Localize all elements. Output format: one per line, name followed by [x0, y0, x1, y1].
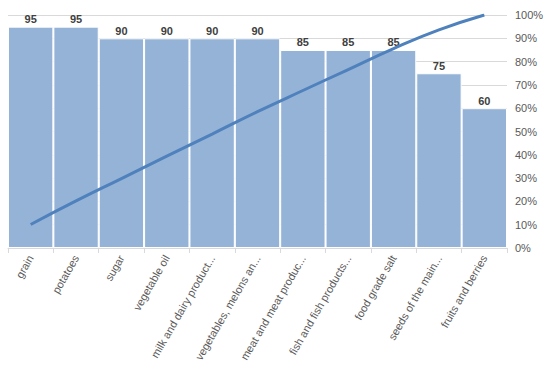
svg-text:60%: 60%: [515, 102, 537, 114]
svg-text:vegetables, melons an...: vegetables, melons an...: [192, 253, 263, 363]
svg-text:85: 85: [387, 36, 400, 49]
svg-text:90: 90: [115, 25, 127, 37]
svg-text:95: 95: [25, 13, 37, 25]
svg-text:90: 90: [161, 25, 173, 37]
svg-text:90%: 90%: [515, 32, 537, 44]
svg-text:food grade salt: food grade salt: [352, 253, 399, 322]
svg-text:milk and dairy product...: milk and dairy product...: [148, 253, 218, 360]
svg-text:90: 90: [206, 25, 218, 37]
svg-text:0%: 0%: [515, 242, 531, 254]
svg-text:85: 85: [342, 36, 354, 48]
svg-text:10%: 10%: [515, 219, 537, 231]
svg-text:90: 90: [251, 25, 263, 37]
svg-text:75: 75: [433, 60, 445, 72]
svg-text:grain: grain: [13, 253, 36, 280]
svg-text:50%: 50%: [515, 126, 537, 138]
svg-text:85: 85: [297, 36, 309, 48]
svg-text:vegetable oil: vegetable oil: [131, 253, 172, 312]
svg-text:70%: 70%: [515, 79, 537, 91]
svg-text:fruits and berries: fruits and berries: [438, 253, 490, 330]
svg-text:seeds of the main...: seeds of the main...: [386, 253, 444, 342]
svg-text:20%: 20%: [515, 195, 537, 207]
svg-text:80%: 80%: [515, 56, 537, 68]
svg-text:30%: 30%: [515, 172, 537, 184]
svg-text:100%: 100%: [515, 9, 543, 21]
svg-text:95: 95: [70, 13, 82, 25]
svg-text:sugar: sugar: [102, 253, 126, 283]
svg-text:fish and fish products...: fish and fish products...: [287, 253, 354, 357]
svg-text:potatoes: potatoes: [50, 253, 82, 296]
svg-text:40%: 40%: [515, 149, 537, 161]
svg-text:60: 60: [478, 95, 490, 107]
svg-text:meat and meat produc...: meat and meat produc...: [238, 253, 309, 363]
